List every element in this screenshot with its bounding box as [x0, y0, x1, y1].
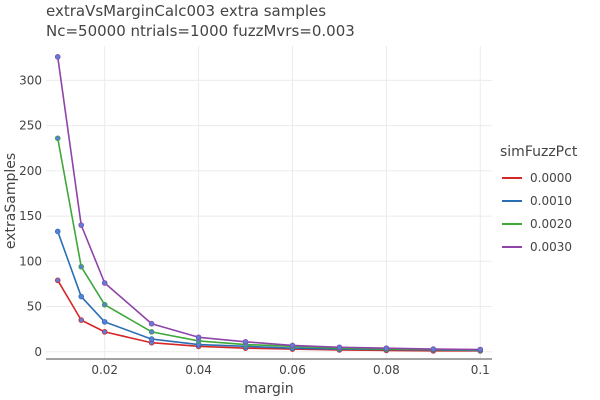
- data-point: [148, 320, 155, 327]
- y-tick-label: 150: [19, 209, 42, 223]
- legend-entry: 0.0020: [530, 217, 572, 231]
- data-point: [54, 228, 61, 235]
- series-line-0.0030: [56, 56, 481, 351]
- data-point: [148, 329, 155, 335]
- data-point: [78, 263, 85, 270]
- legend-entry: 0.0010: [530, 194, 572, 208]
- y-tick-label: 300: [19, 73, 42, 87]
- data-point: [101, 329, 108, 335]
- data-point: [477, 346, 484, 353]
- series-group: [54, 54, 484, 354]
- data-point: [101, 301, 108, 308]
- data-point: [54, 54, 61, 60]
- x-tick-label: 0.08: [373, 363, 400, 377]
- x-axis-label: margin: [244, 381, 293, 397]
- data-point: [289, 342, 296, 349]
- data-point: [242, 339, 249, 345]
- chart-subtitle: Nc=50000 ntrials=1000 fuzzMvrs=0.003: [46, 22, 355, 40]
- x-tick-labels: 0.02 0.04 0.06 0.08 0.1: [91, 363, 489, 377]
- legend: simFuzzPct 0.0000 0.0010 0.0020 0.0030: [500, 144, 578, 254]
- y-tick-label: 0: [34, 345, 42, 359]
- legend-entry: 0.0030: [530, 240, 572, 254]
- data-point: [78, 222, 85, 228]
- x-tick-label: 0.04: [185, 363, 212, 377]
- data-point: [54, 277, 61, 284]
- legend-entry: 0.0000: [530, 171, 572, 185]
- x-tick-label: 0.06: [279, 363, 306, 377]
- data-point: [101, 319, 108, 325]
- series-line-0.0020: [56, 138, 481, 351]
- y-tick-label: 250: [19, 119, 42, 133]
- data-point: [101, 280, 108, 286]
- series-line-0.0010: [56, 231, 481, 352]
- y-tick-label: 50: [27, 300, 42, 314]
- chart-title: extraVsMarginCalc003 extra samples: [46, 2, 326, 20]
- data-point: [54, 135, 61, 142]
- series-line-0.0000: [57, 279, 481, 352]
- y-axis-label: extraSamples: [3, 153, 19, 249]
- data-point: [383, 345, 390, 351]
- data-point: [430, 346, 437, 352]
- y-tick-label: 100: [19, 254, 42, 268]
- y-tick-label: 200: [19, 164, 42, 178]
- data-point: [336, 344, 343, 351]
- x-tick-label: 0.02: [91, 363, 118, 377]
- x-tick-label: 0.1: [471, 363, 490, 377]
- data-point: [78, 293, 85, 300]
- legend-title: simFuzzPct: [500, 144, 578, 160]
- grid: [46, 46, 492, 359]
- y-tick-labels: 0 50 100 150 200 250 300: [19, 73, 42, 358]
- data-point: [148, 336, 155, 342]
- data-point: [195, 334, 202, 341]
- data-point: [78, 317, 85, 323]
